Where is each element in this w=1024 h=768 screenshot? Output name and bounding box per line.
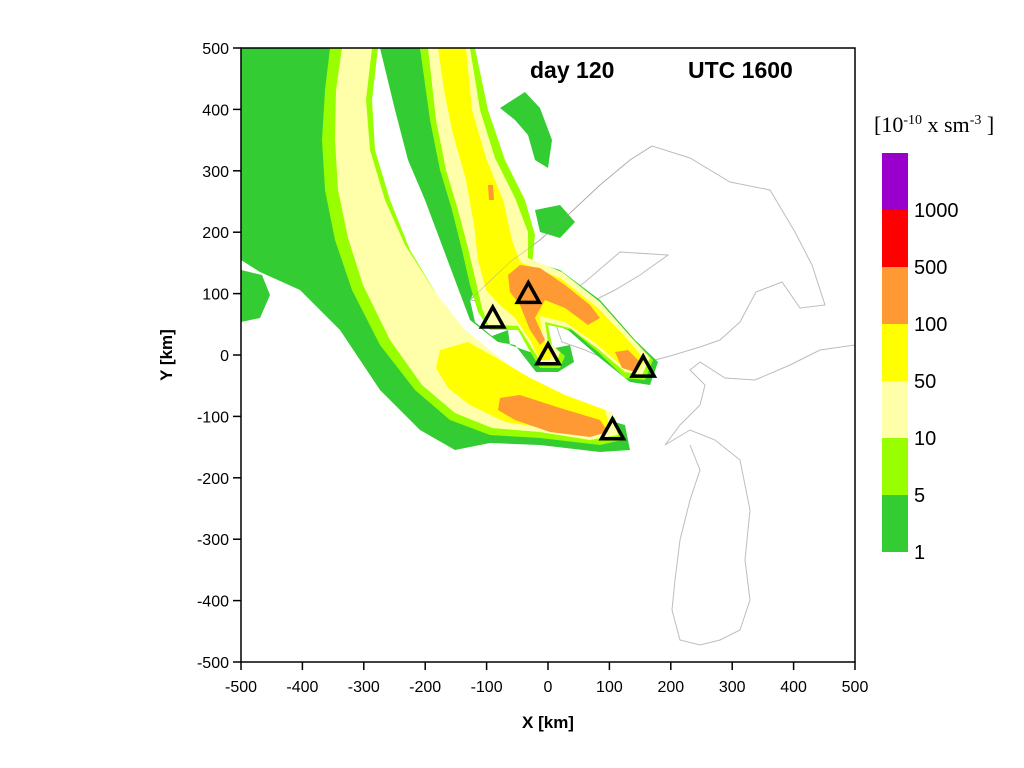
unit-exp1: -10 xyxy=(903,113,922,128)
x-axis-ticks: -500 -400 -300 -200 -100 0 100 200 300 400 500 xyxy=(225,662,868,696)
source-markers xyxy=(478,278,658,441)
y-tick-label: -100 xyxy=(197,409,229,426)
contour-level-3 xyxy=(335,48,650,440)
colorbar-level-label: 5 xyxy=(914,485,925,507)
source-marker xyxy=(514,278,543,305)
title-utc: UTC 1600 xyxy=(688,57,793,83)
colorbar-level-label: 1000 xyxy=(914,200,959,222)
y-tick-label: 400 xyxy=(202,102,229,119)
contour-level-4 xyxy=(436,48,645,432)
y-tick-label: -500 xyxy=(197,655,229,672)
x-tick-label: -500 xyxy=(225,679,257,696)
coastline-east xyxy=(664,344,855,646)
colorbar-swatch xyxy=(882,381,908,438)
x-tick-label: 300 xyxy=(719,679,746,696)
source-marker xyxy=(629,352,658,378)
x-tick-label: 0 xyxy=(544,679,553,696)
y-tick-label: -300 xyxy=(197,532,229,549)
x-tick-label: 500 xyxy=(842,679,869,696)
y-tick-label: -400 xyxy=(197,594,229,611)
colorbar-swatch xyxy=(882,438,908,495)
source-marker xyxy=(534,340,562,366)
colorbar-swatch xyxy=(882,495,908,552)
x-tick-label: 400 xyxy=(780,679,807,696)
coastline-overlay xyxy=(469,145,653,301)
y-tick-label: 500 xyxy=(202,41,229,58)
x-tick-label: -200 xyxy=(409,679,441,696)
y-tick-label: -200 xyxy=(197,471,229,488)
x-axis-title: X [km] xyxy=(522,713,574,732)
y-tick-label: 200 xyxy=(202,225,229,242)
colorbar: 1000 500 100 50 10 5 1 xyxy=(882,153,959,564)
unit-exp2: -3 xyxy=(970,113,982,128)
source-marker xyxy=(478,303,507,329)
y-tick-label: 300 xyxy=(202,164,229,181)
colorbar-unit: [10-10 x sm-3 ] xyxy=(874,112,994,137)
colorbar-level-label: 1 xyxy=(914,542,925,564)
y-tick-label: 0 xyxy=(220,348,229,365)
colorbar-level-label: 500 xyxy=(914,257,947,279)
title-day: day 120 xyxy=(530,57,614,83)
unit-mid: x sm xyxy=(922,112,970,137)
y-axis-ticks: 500 400 300 200 100 0 -100 -200 -300 -400 -500 xyxy=(197,41,241,672)
y-axis-title: Y [km] xyxy=(157,329,176,381)
colorbar-swatch xyxy=(882,210,908,267)
colorbar-swatch xyxy=(882,267,908,324)
x-tick-label: 200 xyxy=(657,679,684,696)
unit-base: [10 xyxy=(874,112,903,137)
x-tick-label: 100 xyxy=(596,679,623,696)
x-tick-label: -400 xyxy=(286,679,318,696)
source-marker xyxy=(598,415,627,441)
colorbar-level-label: 100 xyxy=(914,314,947,336)
unit-end: ] xyxy=(981,112,994,137)
y-tick-label: 100 xyxy=(202,287,229,304)
colorbar-level-label: 50 xyxy=(914,371,936,393)
x-tick-label: -300 xyxy=(348,679,380,696)
colorbar-level-label: 10 xyxy=(914,428,936,450)
colorbar-swatch xyxy=(882,324,908,381)
colorbar-swatch xyxy=(882,153,908,210)
x-tick-label: -100 xyxy=(471,679,503,696)
